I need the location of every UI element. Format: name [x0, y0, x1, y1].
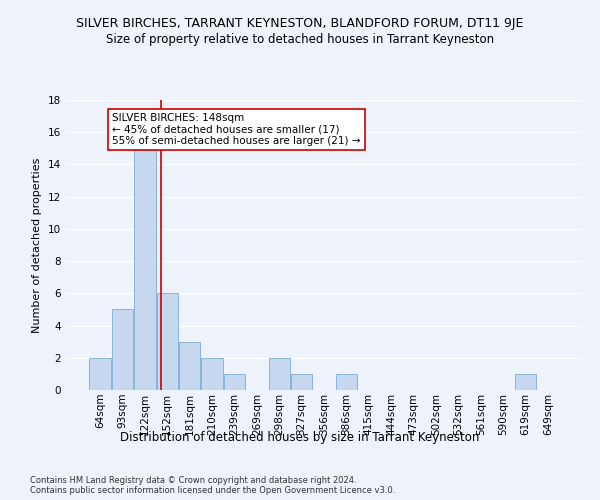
Y-axis label: Number of detached properties: Number of detached properties [32, 158, 43, 332]
Bar [269, 358, 290, 390]
Text: Contains HM Land Registry data © Crown copyright and database right 2024.
Contai: Contains HM Land Registry data © Crown c… [30, 476, 395, 495]
Bar [515, 374, 536, 390]
Bar [134, 148, 155, 390]
Bar [157, 294, 178, 390]
Text: SILVER BIRCHES, TARRANT KEYNESTON, BLANDFORD FORUM, DT11 9JE: SILVER BIRCHES, TARRANT KEYNESTON, BLAND… [76, 18, 524, 30]
Bar [202, 358, 223, 390]
Bar [224, 374, 245, 390]
Bar [179, 342, 200, 390]
Text: Size of property relative to detached houses in Tarrant Keyneston: Size of property relative to detached ho… [106, 32, 494, 46]
Bar [336, 374, 357, 390]
Text: SILVER BIRCHES: 148sqm
← 45% of detached houses are smaller (17)
55% of semi-det: SILVER BIRCHES: 148sqm ← 45% of detached… [112, 113, 361, 146]
Text: Distribution of detached houses by size in Tarrant Keyneston: Distribution of detached houses by size … [121, 431, 479, 444]
Bar [112, 310, 133, 390]
Bar [291, 374, 312, 390]
Bar [89, 358, 111, 390]
